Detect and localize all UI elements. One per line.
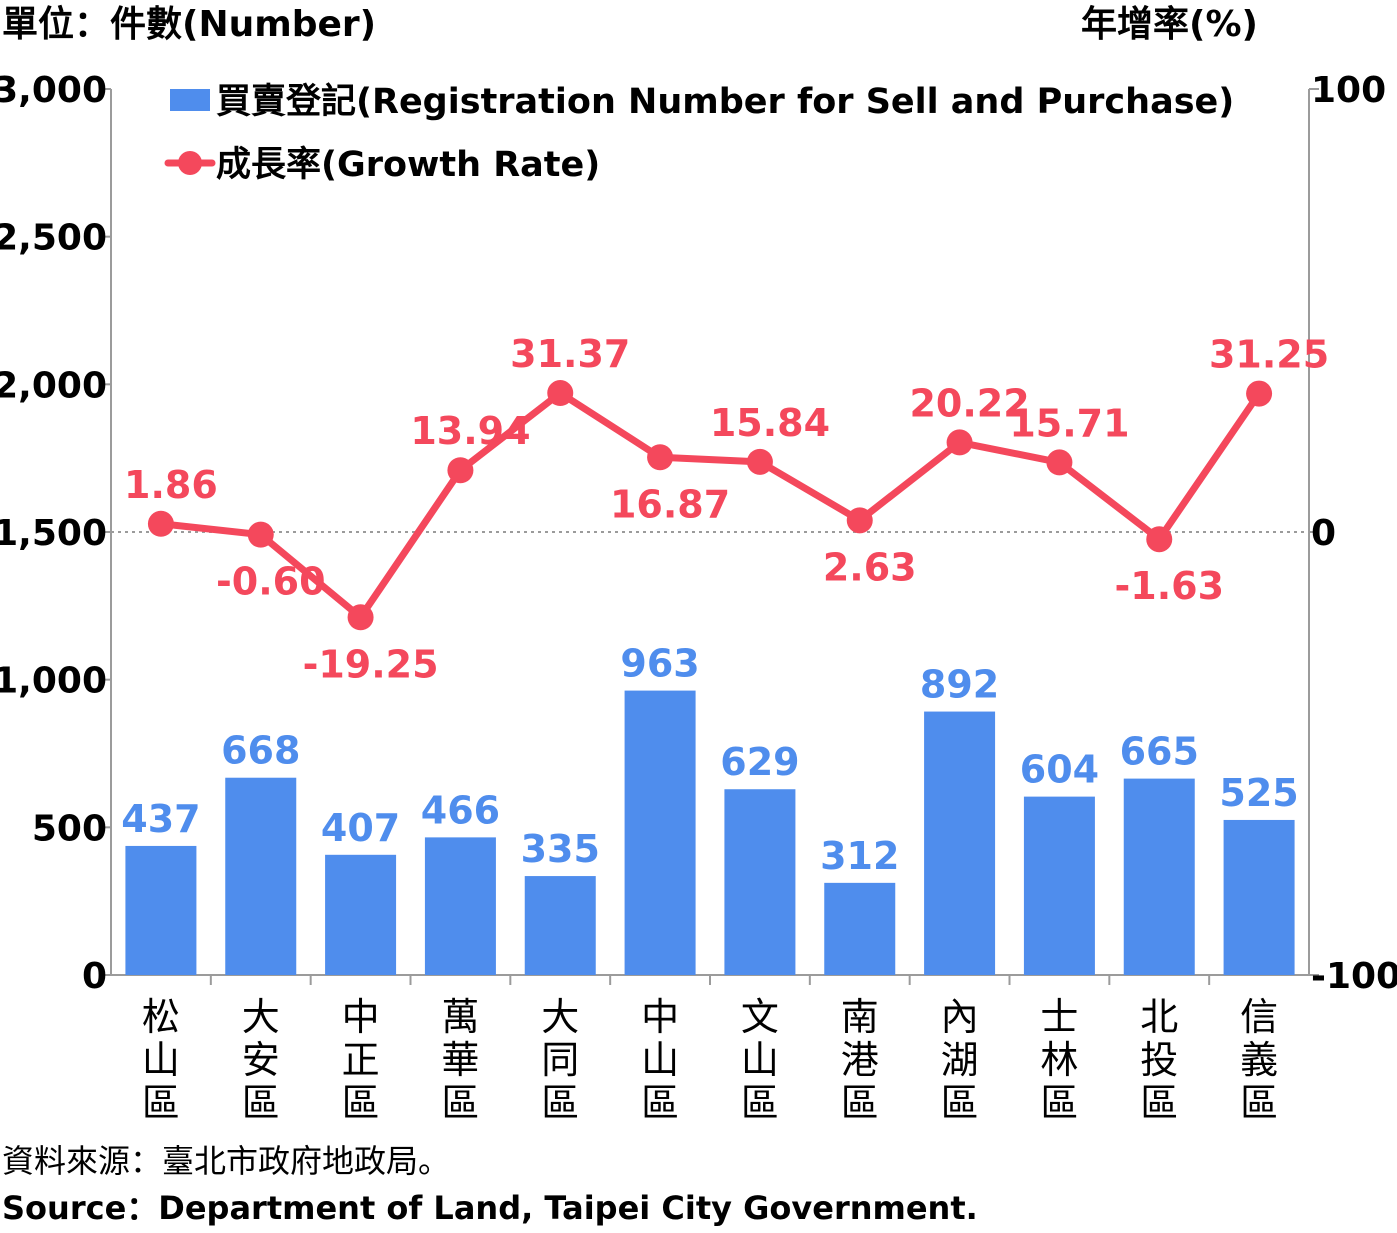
bar — [1123, 778, 1195, 975]
growth-point — [647, 444, 674, 471]
growth-value-label: 31.25 — [1209, 333, 1329, 377]
bar — [125, 845, 197, 975]
left-axis-tick-label: 0 — [82, 956, 107, 997]
growth-value-label: 2.63 — [823, 545, 917, 589]
growth-point — [347, 604, 374, 631]
left-axis-tick-label: 3,000 — [0, 70, 107, 111]
growth-value-label: -1.63 — [1114, 564, 1224, 608]
right-axis-tick-label: -100 — [1311, 956, 1397, 997]
source-en: Source：Department of Land, Taipei City G… — [2, 1189, 978, 1227]
bar — [1023, 796, 1095, 975]
growth-value-label: 15.71 — [1009, 401, 1129, 445]
bar — [824, 882, 896, 975]
bar-value-label: 604 — [1020, 748, 1099, 792]
bar — [624, 690, 696, 975]
growth-value-label: 13.94 — [410, 409, 530, 453]
category-label: 萬華區 — [441, 995, 479, 1125]
category-label: 中山區 — [641, 995, 679, 1125]
left-axis-tick-label: 2,500 — [0, 218, 107, 259]
category-label: 信義區 — [1240, 995, 1278, 1125]
category-label: 內湖區 — [941, 995, 979, 1125]
tick-labels: 0 500 1,000 1,500 2,000 2,500 3,000 -100 0 100 松山區… — [0, 70, 1397, 1125]
left-axis-tick-label: 1,000 — [0, 661, 107, 702]
bar-value-label: 312 — [820, 834, 899, 878]
category-label: 中正區 — [342, 995, 380, 1125]
growth-point — [547, 380, 574, 407]
growth-line — [157, 389, 1263, 621]
left-axis-tick-label: 500 — [32, 808, 107, 849]
bar-value-label: 629 — [720, 740, 799, 784]
source-zh: 資料來源：臺北市政府地政局。 — [2, 1142, 450, 1180]
data-labels: 437 668 407 466 335 963 629 312 892 604 665 525 1.86… — [121, 332, 1329, 878]
growth-value-label: 16.87 — [610, 482, 730, 526]
legend-line-marker — [178, 151, 202, 175]
growth-point — [946, 429, 973, 456]
category-label: 大安區 — [242, 995, 280, 1125]
category-label: 南港區 — [841, 995, 879, 1125]
bar — [1223, 819, 1295, 975]
category-label: 士林區 — [1040, 995, 1078, 1125]
legend-bar-label: 買賣登記(Registration Number for Sell and Pu… — [216, 82, 1234, 122]
left-axis-tick-label: 1,500 — [0, 513, 107, 554]
right-axis-tick-label: 0 — [1311, 513, 1336, 554]
growth-point — [247, 521, 274, 548]
category-label: 松山區 — [142, 995, 180, 1125]
left-axis-unit: 單位：件數(Number) — [2, 4, 376, 45]
bar — [325, 854, 397, 975]
right-axis-unit: 年增率(%) — [1081, 4, 1258, 45]
growth-value-label: 20.22 — [909, 381, 1029, 425]
bar — [424, 837, 496, 975]
bar-value-label: 437 — [121, 797, 200, 841]
bar-value-label: 963 — [620, 642, 699, 686]
growth-point — [447, 457, 474, 484]
category-label: 文山區 — [741, 995, 779, 1125]
category-label: 北投區 — [1140, 995, 1178, 1125]
bar-value-label: 892 — [920, 663, 999, 707]
growth-value-label: 1.86 — [124, 463, 218, 507]
growth-point — [746, 448, 773, 475]
growth-value-label: -0.60 — [216, 560, 326, 604]
bar-series — [125, 690, 1295, 975]
line-series — [147, 380, 1273, 631]
bar — [924, 711, 996, 975]
legend: 買賣登記(Registration Number for Sell and Pu… — [164, 82, 1234, 185]
growth-point — [846, 507, 873, 534]
growth-point — [1046, 449, 1073, 476]
right-axis-tick-label: 100 — [1311, 70, 1386, 111]
bar-value-label: 525 — [1219, 771, 1298, 815]
left-axis-tick-label: 2,000 — [0, 365, 107, 406]
growth-value-label: 15.84 — [710, 401, 830, 445]
bar — [524, 876, 596, 975]
bar — [724, 789, 796, 975]
category-label: 大同區 — [541, 995, 579, 1125]
bar-value-label: 665 — [1120, 730, 1199, 774]
growth-point — [147, 510, 174, 537]
bar-value-label: 668 — [221, 729, 300, 773]
legend-bar-swatch — [170, 89, 210, 111]
growth-value-label: -19.25 — [303, 642, 439, 686]
growth-point — [1246, 380, 1273, 407]
bar-value-label: 407 — [321, 806, 400, 850]
bar-value-label: 335 — [521, 827, 600, 871]
bar — [225, 777, 297, 975]
growth-point — [1146, 526, 1173, 553]
growth-value-label: 31.37 — [510, 332, 630, 376]
bar-value-label: 466 — [421, 788, 500, 832]
legend-line-label: 成長率(Growth Rate) — [216, 145, 600, 185]
